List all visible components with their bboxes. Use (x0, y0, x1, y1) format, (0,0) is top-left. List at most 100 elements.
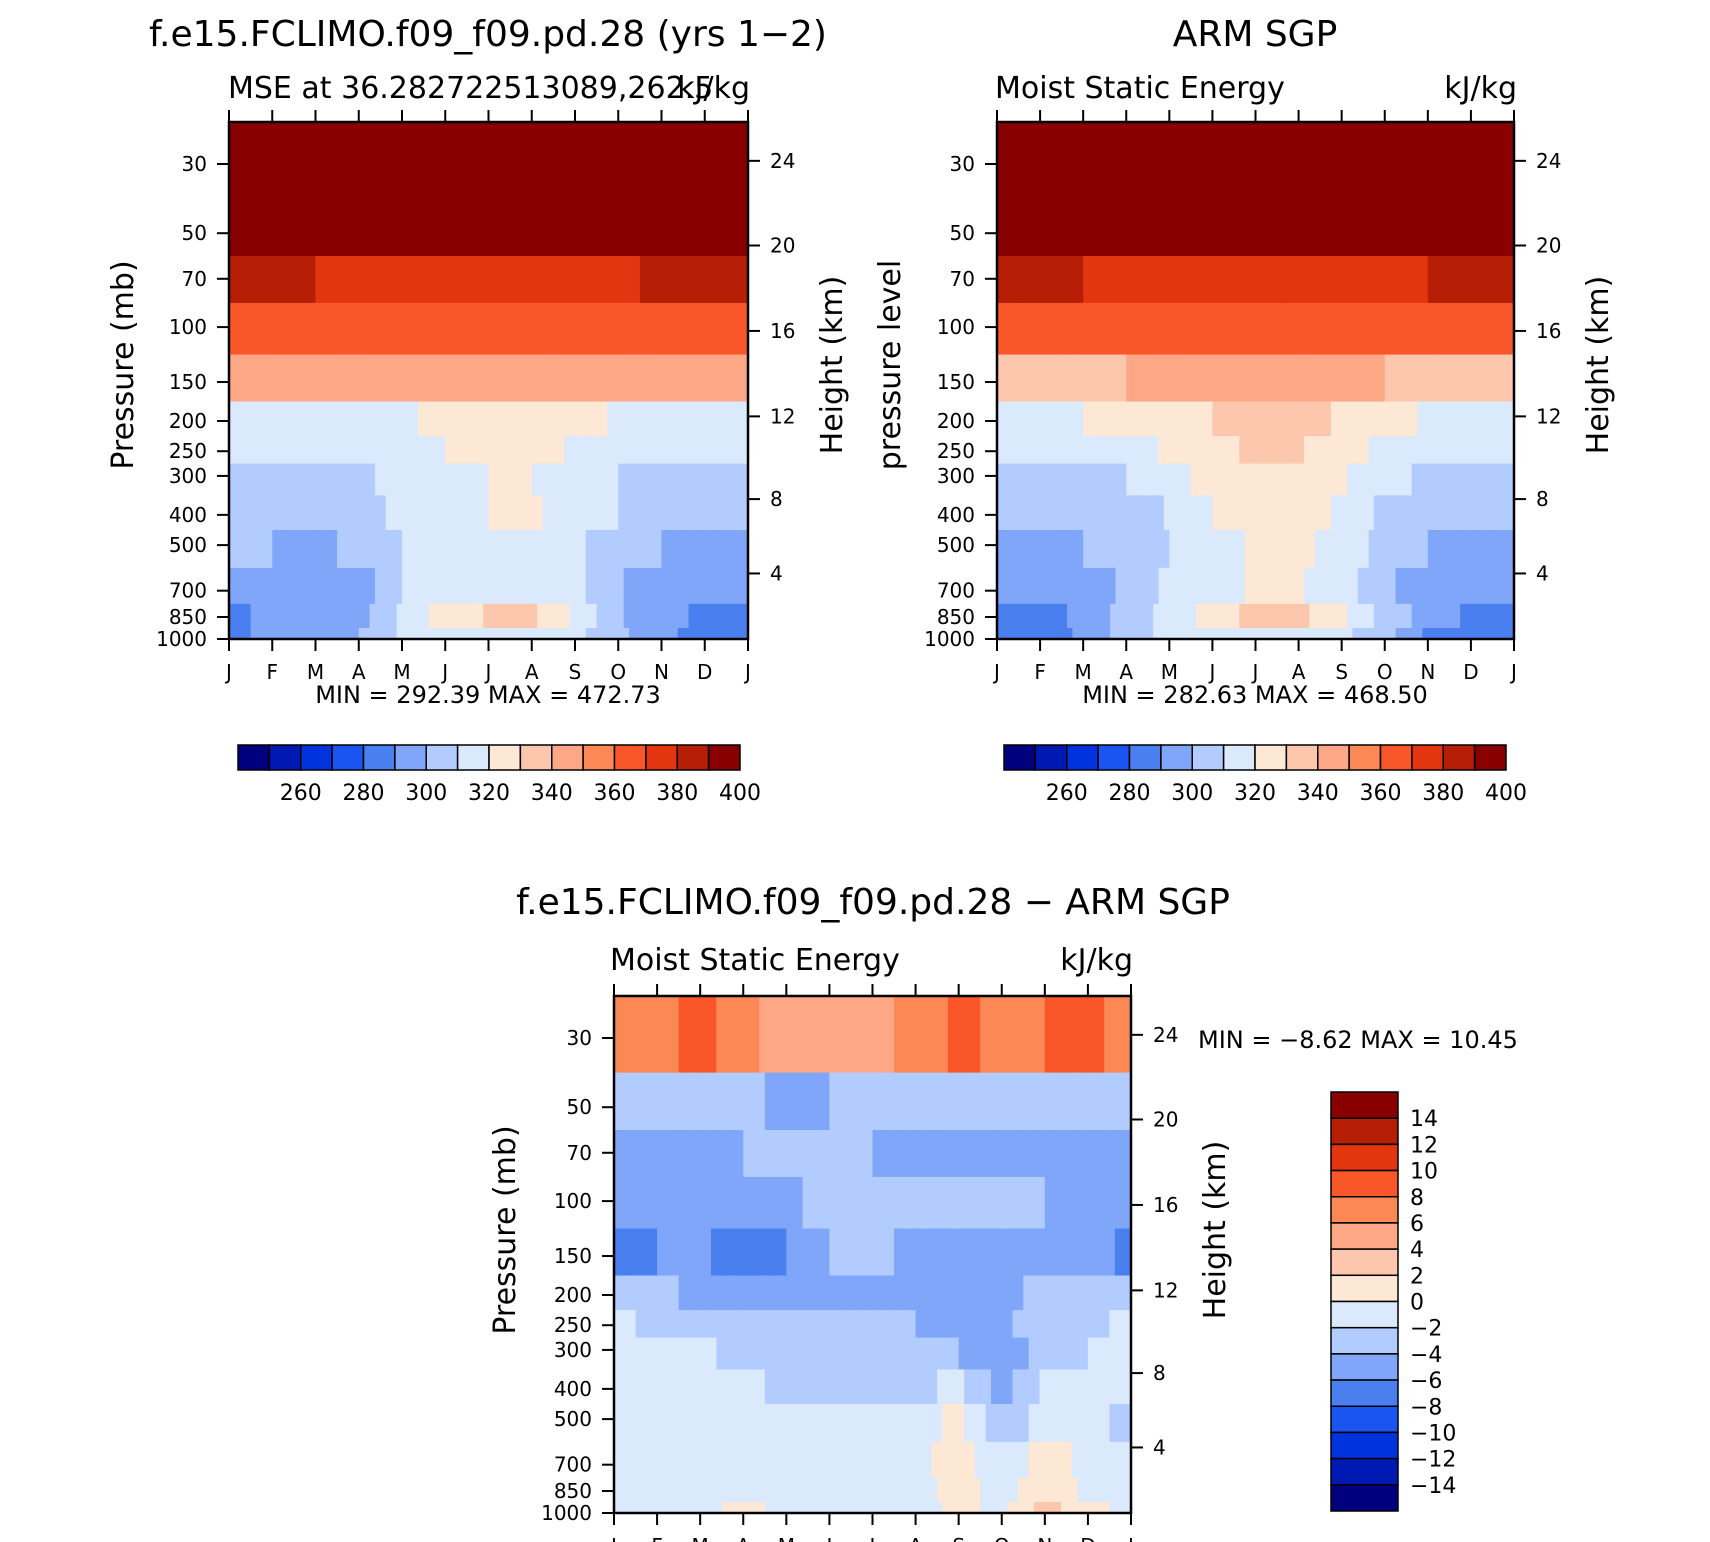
contour-cell (299, 122, 306, 200)
contour-cell (1147, 354, 1154, 403)
contour-cell (439, 198, 446, 257)
contour-cell (630, 1441, 637, 1479)
contour-cell (266, 256, 273, 304)
contour-cell (1120, 354, 1127, 403)
contour-cell (1174, 198, 1181, 257)
contour-cell (618, 567, 625, 605)
contour-cell (1169, 302, 1176, 356)
contour-cell (1379, 436, 1386, 465)
contour-cell (1017, 1228, 1024, 1277)
contour-cell (1320, 530, 1327, 569)
contour-cell (320, 603, 327, 629)
contour-cell (575, 256, 582, 304)
contour-cell (797, 1275, 804, 1311)
contour-cell (737, 198, 744, 257)
contour-cell (1034, 401, 1041, 437)
contour-cell (607, 122, 614, 200)
contour-cell (450, 354, 457, 403)
contour-cell (737, 1072, 744, 1131)
contour-cell (1002, 401, 1009, 437)
colorbar-box (394, 744, 427, 771)
contour-cell (450, 627, 457, 639)
contour-cell (764, 1275, 771, 1311)
contour-cell (1271, 122, 1278, 200)
contour-cell (342, 256, 349, 304)
contour-cell (715, 122, 722, 200)
contour-cell (1373, 463, 1380, 496)
contour-cell (402, 603, 409, 629)
contour-cell (575, 463, 582, 496)
contour-cell (1158, 256, 1165, 304)
contour-cell (1190, 436, 1197, 465)
y-tick-label: 700 (937, 579, 975, 603)
contour-cell (580, 354, 587, 403)
contour-cell (829, 1501, 836, 1513)
x-tick-label: N (1037, 1534, 1052, 1542)
contour-cell (320, 302, 327, 356)
contour-cell (1503, 302, 1510, 356)
contour-cell (1056, 302, 1063, 356)
contour-cell (456, 463, 463, 496)
contour-cell (488, 567, 495, 605)
contour-cell (1039, 996, 1046, 1074)
contour-cell (731, 567, 738, 605)
contour-cell (684, 1072, 690, 1131)
contour-cell (684, 1130, 690, 1178)
contour-cell (1223, 354, 1230, 403)
contour-cell (434, 567, 441, 605)
y2-tick-label: 12 (1153, 1278, 1178, 1302)
contour-cell (1503, 603, 1510, 629)
contour-cell (877, 1072, 884, 1131)
contour-cell (1487, 302, 1494, 356)
contour-cell (807, 1404, 814, 1443)
contour-cell (1034, 627, 1041, 639)
contour-cell (288, 401, 295, 437)
contour-cell (547, 122, 554, 200)
contour-cell (689, 1310, 696, 1339)
contour-cell (672, 401, 679, 437)
contour-cell (596, 122, 603, 200)
contour-cell (754, 1176, 761, 1230)
contour-cell (493, 256, 500, 304)
contour-cell (1271, 463, 1278, 496)
contour-cell (1093, 1501, 1100, 1513)
contour-cell (1109, 1477, 1116, 1503)
contour-cell (635, 1369, 642, 1405)
contour-cell (472, 354, 479, 403)
contour-cell (1373, 302, 1380, 356)
contour-cell (667, 1228, 674, 1277)
contour-cell (1390, 495, 1397, 531)
contour-cell (1282, 603, 1289, 629)
contour-cell (1508, 603, 1514, 629)
contour-cell (693, 436, 700, 465)
contour-cell (537, 401, 544, 437)
contour-cell (542, 530, 549, 569)
contour-cell (1239, 463, 1246, 496)
contour-cell (1277, 198, 1284, 257)
contour-cell (1266, 603, 1273, 629)
contour-cell (418, 198, 425, 257)
contour-cell (1002, 122, 1009, 200)
contour-cell (716, 1228, 723, 1277)
contour-cell (1336, 627, 1343, 639)
contour-cell (1465, 463, 1472, 496)
contour-cell (743, 1130, 750, 1178)
colorbar-box (1191, 744, 1225, 771)
contour-cell (656, 256, 663, 304)
contour-cell (1131, 463, 1138, 496)
contour-cell (953, 1369, 960, 1405)
contour-cell (1303, 436, 1310, 465)
contour-cell (450, 198, 457, 257)
contour-cell (732, 1072, 739, 1131)
contour-cell (1023, 1404, 1030, 1443)
contour-cell (245, 436, 252, 465)
colorbar-box (1442, 744, 1476, 771)
contour-cell (1325, 256, 1332, 304)
contour-cell (942, 1310, 949, 1339)
contour-cell (834, 1176, 841, 1230)
contour-cell (1067, 567, 1073, 605)
contour-cell (526, 198, 533, 257)
contour-cell (1077, 996, 1084, 1074)
contour-cell (1087, 1228, 1094, 1277)
contour-cell (1201, 627, 1208, 639)
